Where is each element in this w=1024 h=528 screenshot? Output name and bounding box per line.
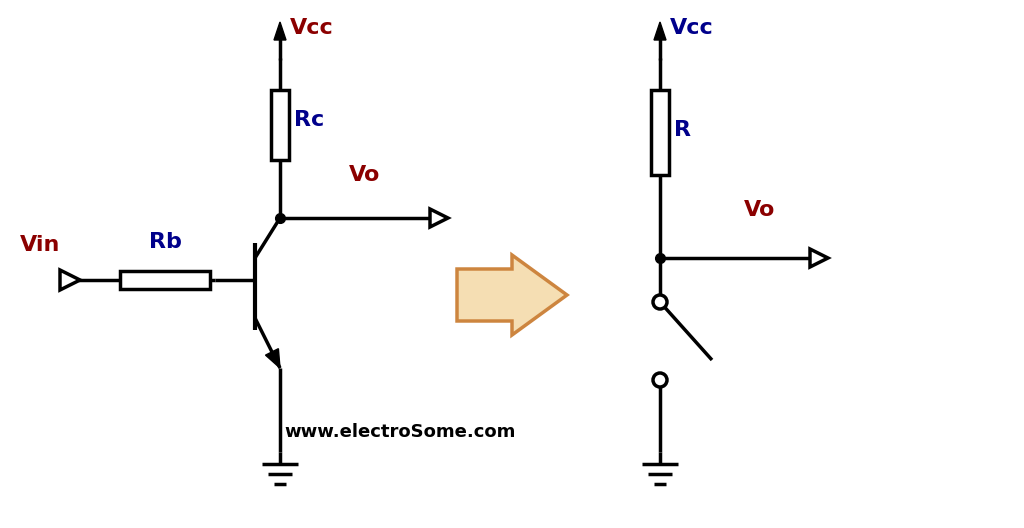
Polygon shape <box>654 22 666 40</box>
Text: Vcc: Vcc <box>670 18 714 38</box>
Circle shape <box>653 295 667 309</box>
Text: Rc: Rc <box>294 110 325 130</box>
Bar <box>651 90 669 175</box>
Text: Vo: Vo <box>349 165 381 185</box>
Text: Rb: Rb <box>148 232 181 252</box>
Bar <box>271 90 289 160</box>
Polygon shape <box>265 348 280 368</box>
Text: Vo: Vo <box>744 200 776 220</box>
Bar <box>120 271 210 289</box>
Text: www.electroSome.com: www.electroSome.com <box>285 423 516 441</box>
Circle shape <box>653 373 667 387</box>
Text: Vcc: Vcc <box>290 18 334 38</box>
Text: R: R <box>674 120 691 140</box>
Polygon shape <box>457 255 567 335</box>
Text: Vin: Vin <box>20 235 60 255</box>
Polygon shape <box>274 22 286 40</box>
